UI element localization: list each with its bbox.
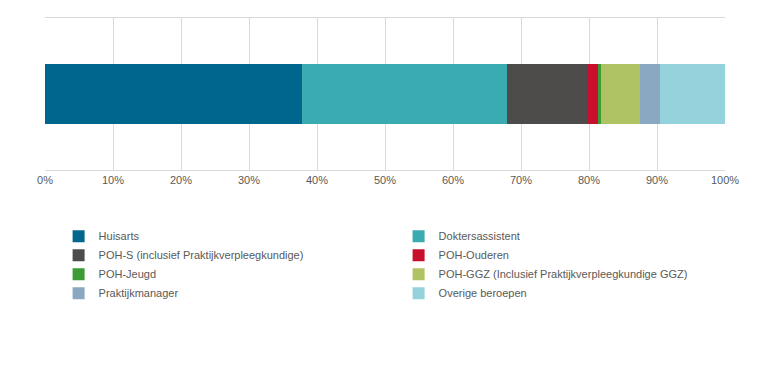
svg-text:90%: 90%: [646, 174, 668, 186]
svg-text:70%: 70%: [510, 174, 532, 186]
svg-text:60%: 60%: [442, 174, 464, 186]
svg-text:100%: 100%: [711, 174, 739, 186]
svg-text:POH-S (inclusief Praktijkverpl: POH-S (inclusief Praktijkverpleegkundige…: [99, 249, 304, 261]
svg-text:POH-Jeugd: POH-Jeugd: [99, 268, 156, 280]
svg-text:50%: 50%: [374, 174, 396, 186]
svg-text:20%: 20%: [170, 174, 192, 186]
svg-text:Huisarts: Huisarts: [99, 230, 140, 242]
svg-text:Overige beroepen: Overige beroepen: [439, 287, 527, 299]
svg-text:10%: 10%: [102, 174, 124, 186]
svg-text:0%: 0%: [37, 174, 53, 186]
svg-text:Praktijkmanager: Praktijkmanager: [99, 287, 179, 299]
svg-text:80%: 80%: [578, 174, 600, 186]
svg-text:Doktersassistent: Doktersassistent: [439, 230, 520, 242]
svg-text:30%: 30%: [238, 174, 260, 186]
svg-text:POH-Ouderen: POH-Ouderen: [439, 249, 509, 261]
svg-text:40%: 40%: [306, 174, 328, 186]
svg-text:POH-GGZ (Inclusief Praktijkver: POH-GGZ (Inclusief Praktijkverpleegkundi…: [439, 268, 688, 280]
